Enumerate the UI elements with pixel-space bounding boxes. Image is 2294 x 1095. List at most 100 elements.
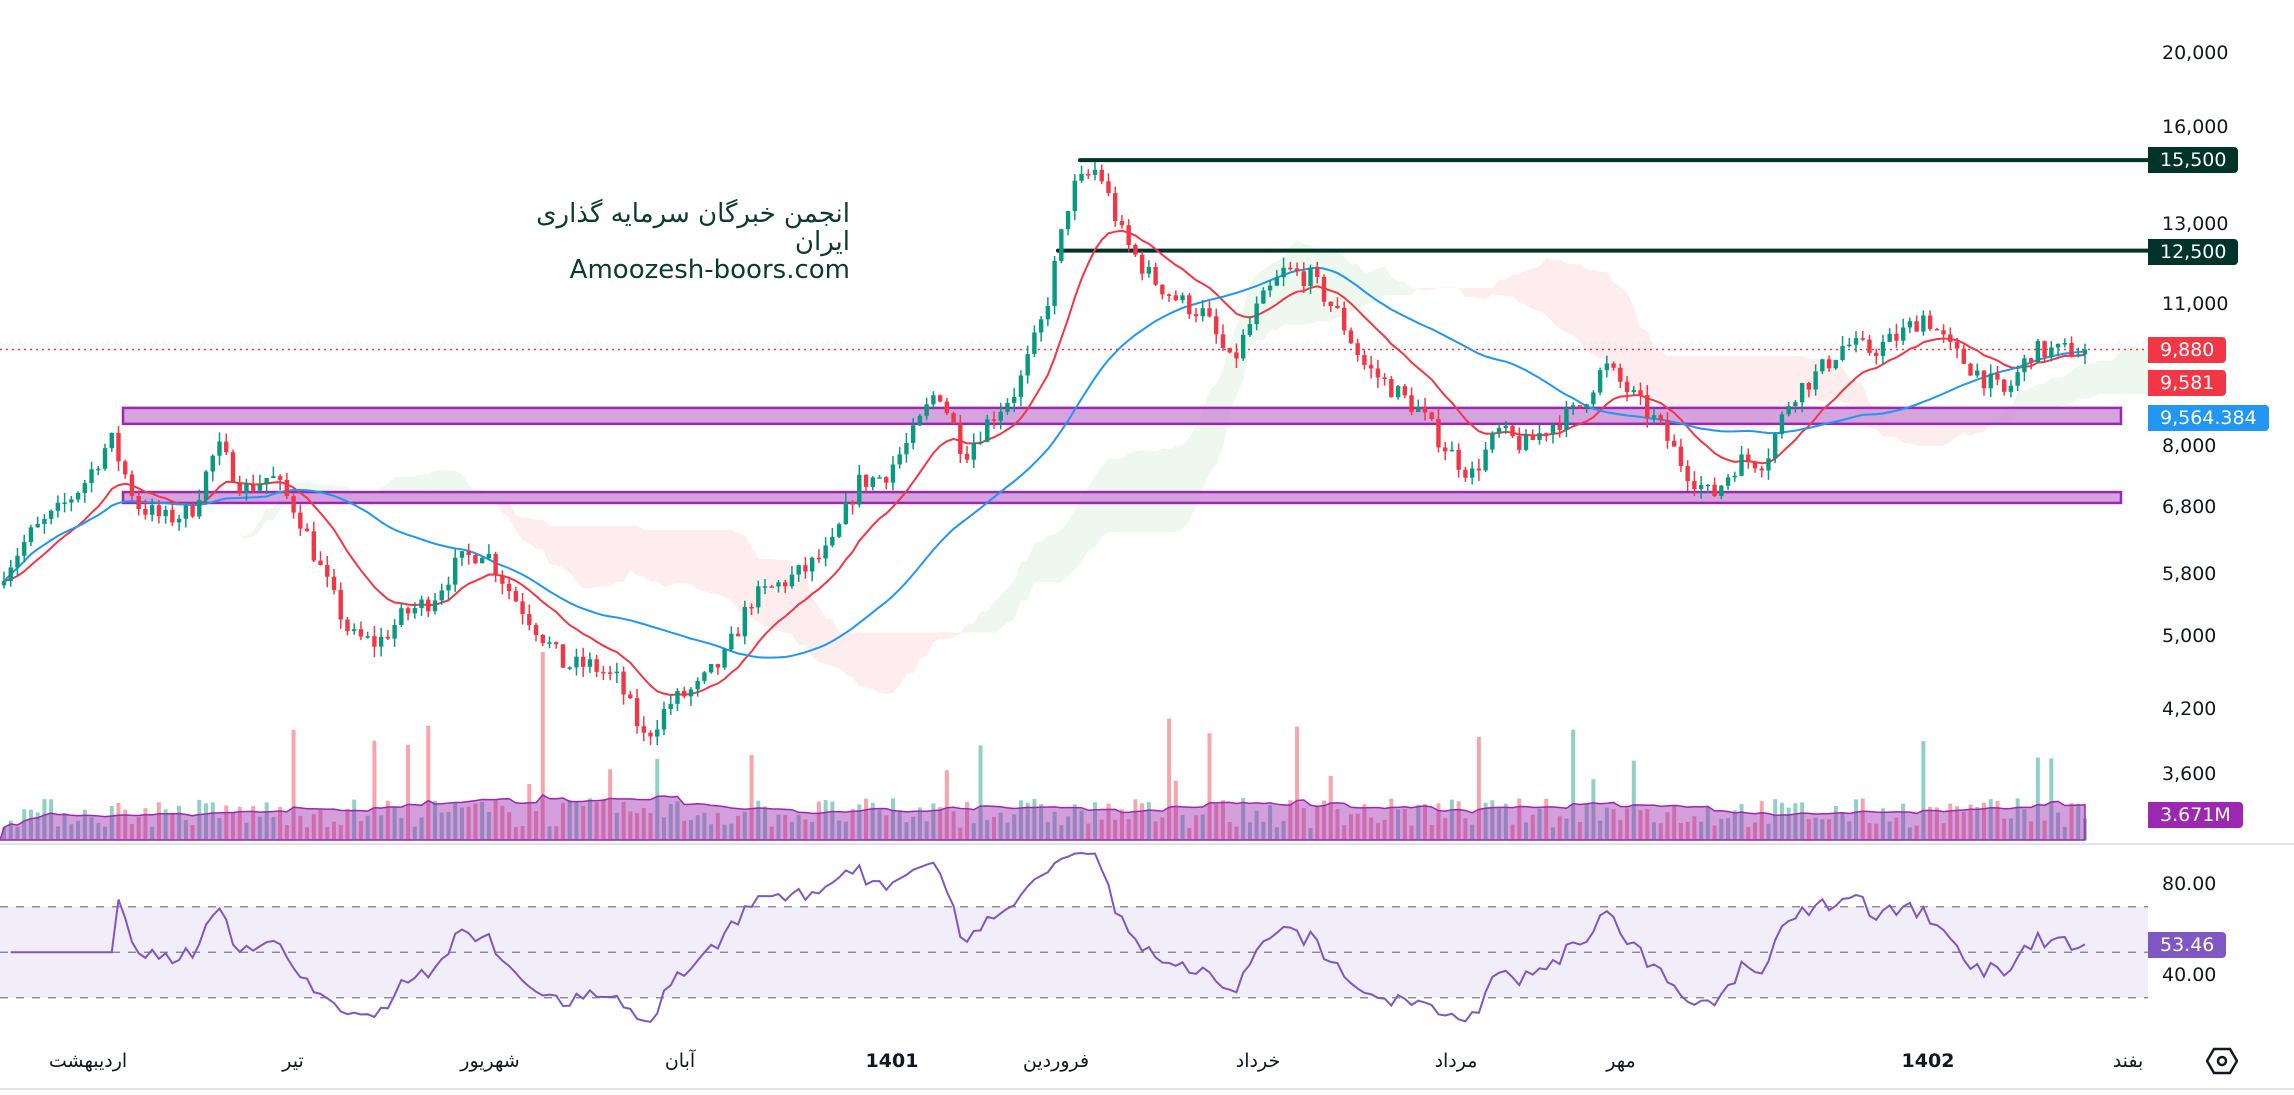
cloud-segment [589, 525, 597, 589]
watermark-line2: Amoozesh-boors.com [569, 255, 850, 285]
candle-body [304, 528, 310, 532]
candle-body [311, 531, 316, 561]
support-zone [121, 406, 2123, 426]
volume-bar [1510, 824, 1515, 840]
volume-bar [459, 807, 464, 840]
candle-body [1907, 321, 1913, 328]
volume-bar [1214, 804, 1219, 840]
candle-body [1065, 211, 1071, 230]
candle-body [8, 567, 13, 582]
volume-bar [635, 813, 640, 840]
cloud-segment [637, 525, 644, 577]
candle-body [884, 477, 889, 483]
volume-bar [1914, 825, 1919, 840]
candle-body [1315, 267, 1320, 277]
candle-body [1544, 433, 1549, 435]
cloud-segment [724, 529, 732, 601]
volume-bar [749, 754, 754, 840]
candle-body [1382, 377, 1387, 380]
volume-bar [1941, 823, 1946, 840]
candle-body [1685, 466, 1690, 482]
cloud-segment [1950, 421, 1958, 443]
candle-body [998, 411, 1003, 421]
volume-bar [783, 814, 788, 840]
volume-bar [763, 806, 768, 840]
time-label: شهریور [460, 1050, 520, 1072]
cloud-segment [2138, 347, 2146, 395]
cloud-segment [1478, 287, 1486, 299]
candle-body [318, 560, 323, 566]
candle-body [298, 512, 303, 529]
volume-bar [244, 822, 249, 840]
volume-bar [123, 809, 128, 840]
pane-separator[interactable] [0, 843, 2294, 845]
candle-body [1874, 352, 1879, 356]
candle-body [580, 656, 586, 667]
candle-body [1052, 260, 1057, 306]
cloud-segment [987, 602, 994, 633]
support-zones [121, 406, 2123, 505]
volume-bar [641, 808, 646, 840]
candle-body [877, 477, 882, 479]
candle-body [809, 557, 815, 572]
candle-body [951, 413, 956, 424]
candle-body [1018, 375, 1024, 397]
candle-body [325, 565, 330, 577]
cloud-segment [1451, 286, 1459, 288]
cloud-segment [832, 618, 840, 669]
candle-body [358, 629, 364, 637]
cloud-segment [2064, 370, 2072, 406]
candle-body [230, 452, 236, 483]
candle-body [1220, 334, 1226, 349]
volume-bar [183, 820, 188, 840]
cloud-segment [1526, 268, 1533, 309]
volume-bar [1274, 827, 1279, 840]
cloud-segment [1061, 521, 1069, 582]
candle-body [1961, 348, 1966, 364]
hexagon-settings-icon[interactable] [2205, 1046, 2239, 1076]
candle-body [1308, 267, 1313, 287]
cloud-segment [2037, 383, 2045, 407]
volume-bar [385, 800, 390, 840]
cloud-segment [1027, 542, 1035, 601]
volume-bar [1806, 819, 1811, 840]
price-tick: 5,800 [2162, 562, 2217, 585]
volume-bar [1470, 824, 1475, 840]
volume-bar [709, 824, 714, 840]
volume-bar [1544, 798, 1549, 840]
candle-body [1005, 402, 1010, 412]
candle-body [1409, 395, 1414, 412]
volume-bar [1685, 821, 1690, 840]
candle-body [1294, 268, 1300, 272]
candle-body [96, 468, 101, 471]
candle-body [729, 633, 734, 650]
volume-bar [2, 827, 6, 840]
cloud-segment [2044, 378, 2052, 407]
volume-bar [1227, 822, 1232, 840]
candle-body [1570, 405, 1576, 408]
volume-bar [2056, 812, 2061, 840]
volume-bar [1247, 822, 1252, 840]
candle-body [28, 527, 34, 543]
cloud-segment [785, 559, 792, 635]
time-label: بفند [2112, 1050, 2144, 1072]
candle-body [453, 557, 458, 585]
candle-body [668, 703, 673, 710]
candle-body [1139, 254, 1145, 274]
volume-bar [560, 802, 565, 840]
candle-body [749, 606, 754, 609]
volume-bar [1328, 775, 1333, 840]
volume-bar [944, 770, 949, 840]
candle-body [917, 415, 923, 426]
cloud-segment [1404, 282, 1412, 295]
volume-bar [857, 804, 862, 840]
volume-bar [904, 822, 909, 840]
cloud-segment [1270, 261, 1277, 331]
volume-bar [1059, 825, 1064, 840]
volume-bar [82, 809, 87, 840]
candle-body [1631, 390, 1636, 393]
volume-bar [230, 812, 235, 840]
volume-bar [1025, 802, 1030, 840]
candle-body [1564, 407, 1569, 430]
chart-plot[interactable] [0, 0, 2150, 1030]
